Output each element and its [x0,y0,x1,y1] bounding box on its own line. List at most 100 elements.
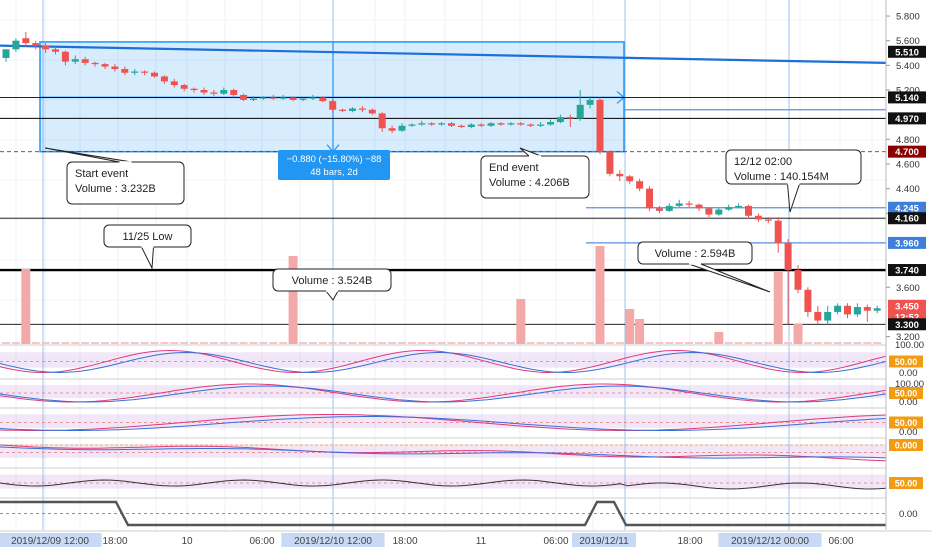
volume-bar [190,342,199,344]
candle-body [438,123,446,125]
panel-badge-text: 50.00 [895,389,918,399]
callout-vol2: Volume : 2.594B [637,241,771,293]
price-badge [888,236,926,249]
candle-body [764,219,772,221]
candle-body [655,208,663,211]
volume-bar [724,342,733,344]
volume-bar [279,342,288,344]
candle-body [32,43,40,46]
candle-body [606,151,614,174]
candle-body [873,308,881,311]
volume-bar [833,342,842,344]
volume-bar [546,342,555,344]
price-tick-label: 5.200 [896,86,920,97]
volume-bar [120,342,129,344]
candle-body [477,124,485,126]
candle-body [378,113,386,129]
volume-bar [734,342,743,344]
candle-body [121,69,129,73]
volume-bar [41,342,50,344]
candle-body [576,104,584,119]
callout-text: Volume : 140.154M [734,171,829,183]
volume-bar [595,246,605,344]
price-tick-label: 5.600 [896,36,920,47]
candle-body [814,311,822,321]
price-badge-text: 4.245 [895,203,919,214]
callout-text: End event [489,162,539,174]
time-label-highlight [572,533,636,547]
panel-badge [889,416,923,429]
candle-body [467,124,475,127]
price-badge [888,112,926,125]
candle-body [91,62,99,65]
axis-tick-label: 0.00 [899,397,918,408]
volume-bar [180,342,189,344]
candle-body [517,123,525,125]
volume-bar [427,342,436,344]
price-badge [888,318,926,331]
candle-body [180,85,188,89]
volume-bar [695,342,703,344]
price-tick-label: 3.200 [896,332,920,343]
volume-bar [685,342,694,344]
candle-body [507,123,515,125]
volume-bar [714,332,724,344]
panel-badge [889,439,923,451]
volume-bar [140,342,149,344]
candle-body [101,64,109,67]
candle-body [824,311,832,321]
candle-body [794,270,802,290]
axis-tick-label: 100.00 [895,379,924,390]
price-badge [888,145,926,158]
price-badge [888,201,926,214]
time-tick-label: 18:00 [677,536,702,547]
price-tick-label: 4.400 [896,184,920,195]
volume-bar [744,342,753,344]
volume-bar [160,342,169,344]
panel-badge [889,477,923,489]
panel-badge-text: 50.00 [895,418,918,428]
candle-body [210,92,218,94]
callout-pointer [44,147,132,163]
candle-body [52,49,59,52]
candle-body [230,90,238,95]
panel-band [0,414,886,428]
volume-bar [813,342,822,344]
candle-body [279,97,287,99]
candle-body [665,205,673,211]
volume-bar [81,342,90,344]
volume-bar [803,342,812,344]
candle-body [853,307,861,315]
oscillator-line [0,349,887,374]
volume-bar [605,342,614,344]
price-badge-text: 12:52 [895,312,919,323]
candle-body [71,59,79,62]
time-tick-label: 2019/12/10 12:00 [294,536,372,547]
volume-bar [754,342,763,344]
volume-bar [793,324,803,344]
candle-body [497,123,505,125]
price-badge-text: 3.450 [895,301,919,312]
volume-bar [417,342,426,344]
oscillator-line [0,479,887,490]
candle-body [319,97,327,102]
price-tick-label: 3.600 [896,283,920,294]
callout-low: 11/25 Low [103,224,192,270]
axis-tick-label: 0.00 [899,427,918,438]
candle-body [527,124,535,126]
candle-body [2,49,10,58]
volume-bar [299,342,307,344]
volume-bar [655,342,664,344]
candle-body [863,307,871,311]
callout-pointer [325,290,339,301]
candle-body [368,109,376,114]
measure-label-line1: −0.880 (−15.80%) −88 [287,154,382,165]
candle-body [358,108,366,110]
volume-bar [51,342,60,344]
time-axis-bg [0,531,932,550]
volume-bar [150,342,159,344]
callout-text: Volume : 4.206B [489,177,570,189]
volume-bar [259,342,268,344]
panel-badge-text: 50.00 [895,357,918,367]
